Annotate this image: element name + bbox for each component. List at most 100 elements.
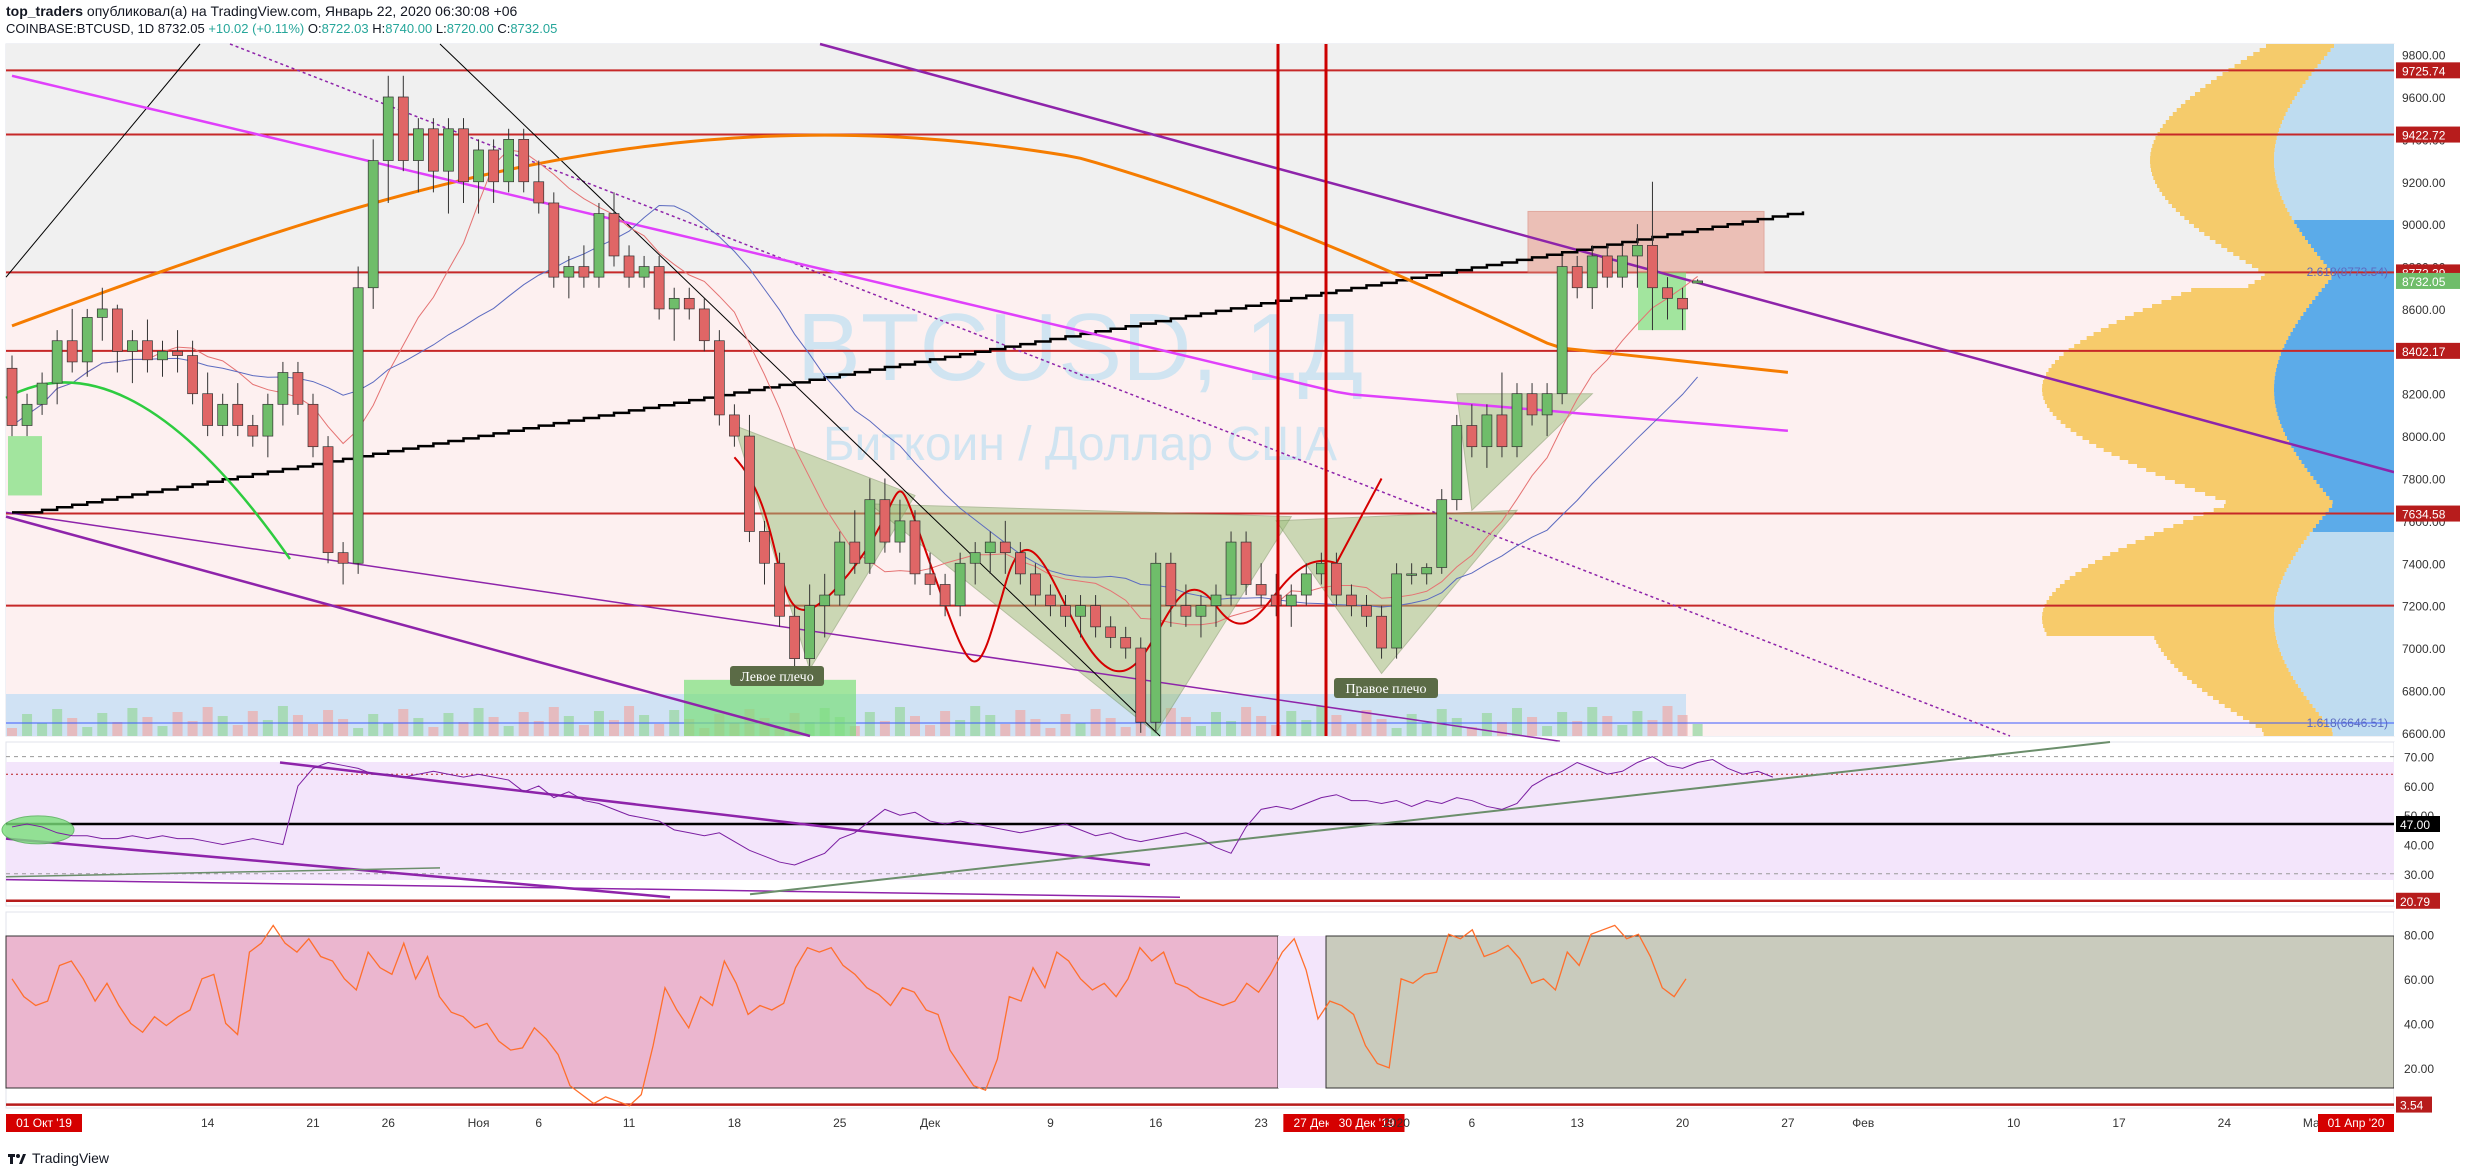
candle-body: [1451, 425, 1463, 501]
profile-bar-buy: [2165, 476, 2314, 480]
profile-bar-buy: [2191, 288, 2322, 292]
volume-bar: [654, 724, 665, 736]
volume-bar: [1421, 723, 1432, 736]
candle-body: [503, 139, 514, 183]
profile-bar-buy: [2076, 432, 2285, 436]
profile-bar-buy: [2171, 296, 2316, 300]
candle-body: [999, 541, 1011, 554]
profile-bar-buy: [2152, 172, 2276, 176]
volume-bar: [1075, 723, 1086, 736]
profile-bar-sell: [2299, 228, 2394, 232]
candle-body: [127, 340, 138, 352]
candle-body: [81, 317, 93, 363]
author-name[interactable]: top_traders: [6, 3, 84, 19]
profile-bar-buy: [2162, 124, 2281, 128]
profile-bar-sell: [2295, 324, 2394, 328]
profile-bar-buy: [2259, 48, 2331, 52]
volume-bar: [1241, 707, 1252, 736]
volume-bar: [97, 713, 108, 736]
footer-brand[interactable]: TradingView: [32, 1150, 110, 1166]
profile-bar-sell: [2281, 652, 2394, 656]
volume-bar: [247, 711, 258, 736]
profile-bar-sell: [2282, 576, 2394, 580]
price-tick-label: 9600.00: [2402, 91, 2446, 105]
volume-bar: [1000, 724, 1011, 736]
profile-bar-sell: [2302, 84, 2394, 88]
profile-bar-sell: [2307, 468, 2394, 472]
profile-bar-sell: [2317, 252, 2394, 256]
profile-bar-buy: [2227, 248, 2314, 252]
volume-bar: [22, 714, 33, 736]
candle-body: [819, 594, 831, 607]
time-badge-label: 01 Окт '19: [16, 1116, 72, 1130]
candle-body: [382, 96, 394, 161]
profile-bar-buy: [2042, 380, 2275, 384]
profile-bar-sell: [2276, 636, 2394, 640]
volume-bar: [37, 723, 48, 736]
profile-bar-sell: [2323, 260, 2394, 264]
profile-bar-buy: [2128, 460, 2302, 464]
profile-bar-sell: [2316, 480, 2394, 484]
profile-bar-buy: [2156, 640, 2278, 644]
volume-bar: [563, 716, 574, 736]
candle-body: [593, 213, 605, 278]
profile-bar-sell: [2274, 388, 2394, 392]
candle-body: [924, 573, 936, 585]
candle-body: [789, 615, 800, 659]
publish-info: опубликовал(а) на TradingView.com, Январ…: [86, 3, 518, 19]
volume-bar: [925, 725, 936, 736]
profile-bar-buy: [2100, 328, 2293, 332]
profile-bar-sell: [2318, 292, 2394, 296]
price-axis[interactable]: 9800.009600.009400.009200.009000.008800.…: [2307, 44, 2462, 741]
profile-bar-buy: [2043, 624, 2275, 628]
profile-bar-buy: [2151, 148, 2275, 152]
profile-bar-sell: [2286, 340, 2394, 344]
profile-bar-sell: [2277, 184, 2394, 188]
rsi-indicator: [1, 741, 2394, 903]
candle-body: [1120, 637, 1132, 649]
profile-bar-buy: [2240, 60, 2321, 64]
profile-bar-sell: [2319, 520, 2394, 524]
rsi-ellipse: [1, 815, 75, 845]
candle-body: [683, 297, 695, 310]
profile-bar-buy: [2163, 528, 2313, 532]
candle-body: [1030, 573, 1041, 596]
profile-bar-buy: [2042, 392, 2275, 396]
profile-bar-buy: [2207, 692, 2304, 696]
time-axis[interactable]: 01 Окт '19 14 21 26 Ноя 6 11 18 25 Дек 9 16 23 27 Дек…: [6, 1114, 2394, 1132]
candle-body: [1270, 594, 1282, 607]
profile-bar-sell: [2285, 204, 2394, 208]
candles[interactable]: [6, 75, 1703, 733]
volume-bar: [1512, 708, 1522, 736]
volume-bar: [894, 707, 905, 736]
profile-bar-sell: [2276, 596, 2394, 600]
volume-bar: [1286, 711, 1297, 736]
purple-channel-line: [5, 511, 1561, 743]
candle-body: [954, 562, 966, 607]
volume-bar: [1060, 714, 1071, 736]
stoch-axis-bg: [2394, 912, 2462, 1108]
profile-bar-sell: [2311, 72, 2394, 76]
volume-bar: [1572, 721, 1583, 736]
profile-bar-sell: [2274, 376, 2394, 380]
rsi-level-label: 47.00: [2400, 818, 2430, 832]
profile-bar-buy: [2165, 196, 2282, 200]
profile-bar-sell: [2275, 404, 2394, 408]
volume-bar: [82, 727, 93, 736]
time-tick-label: 20: [1676, 1116, 1690, 1130]
candle-body: [157, 350, 168, 361]
stoch-zone-pink: [5, 935, 1279, 1089]
profile-bar-buy: [2055, 588, 2279, 592]
profile-bar-buy: [2175, 208, 2288, 212]
profile-bar-sell: [2326, 264, 2394, 268]
profile-bar-buy: [2168, 200, 2284, 204]
candle-body: [1240, 541, 1252, 585]
volume-bar: [1451, 718, 1462, 736]
profile-bar-sell: [2288, 668, 2394, 672]
time-badge: [6, 1114, 82, 1132]
stoch-axis[interactable]: 80.00 60.00 40.00 20.00 3.54: [2394, 912, 2462, 1113]
profile-bar-sell: [2331, 276, 2394, 280]
profile-bar-sell: [2291, 216, 2394, 220]
